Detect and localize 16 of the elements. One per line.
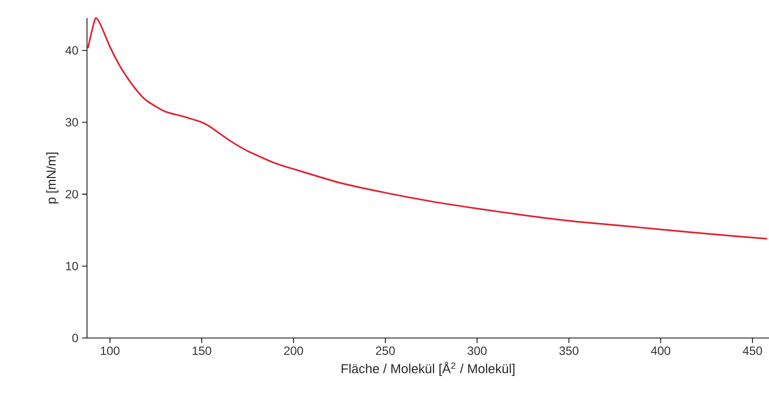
y-tick-label: 10 [66, 262, 78, 270]
y-tick-label: 30 [66, 118, 78, 126]
x-tick-label: 100 [100, 346, 120, 355]
line-series [87, 18, 768, 240]
y-tick-label: 0 [72, 334, 78, 342]
x-tick-label: 200 [284, 346, 304, 355]
y-axis-title: p [mN/m] [46, 152, 58, 204]
x-tick-label: 450 [742, 346, 762, 355]
x-tick-label: 250 [376, 346, 395, 355]
y-tick-label: 40 [65, 46, 78, 55]
x-tick-label: 400 [651, 346, 670, 355]
x-tick-label: 150 [192, 346, 212, 355]
y-tick-label: 20 [66, 190, 78, 198]
x-tick-label: 300 [468, 346, 487, 355]
x-tick-label: 350 [559, 346, 578, 355]
x-axis-title: Fläche / Molekül [Å$^{2}$ / Molekül] [342, 362, 514, 376]
